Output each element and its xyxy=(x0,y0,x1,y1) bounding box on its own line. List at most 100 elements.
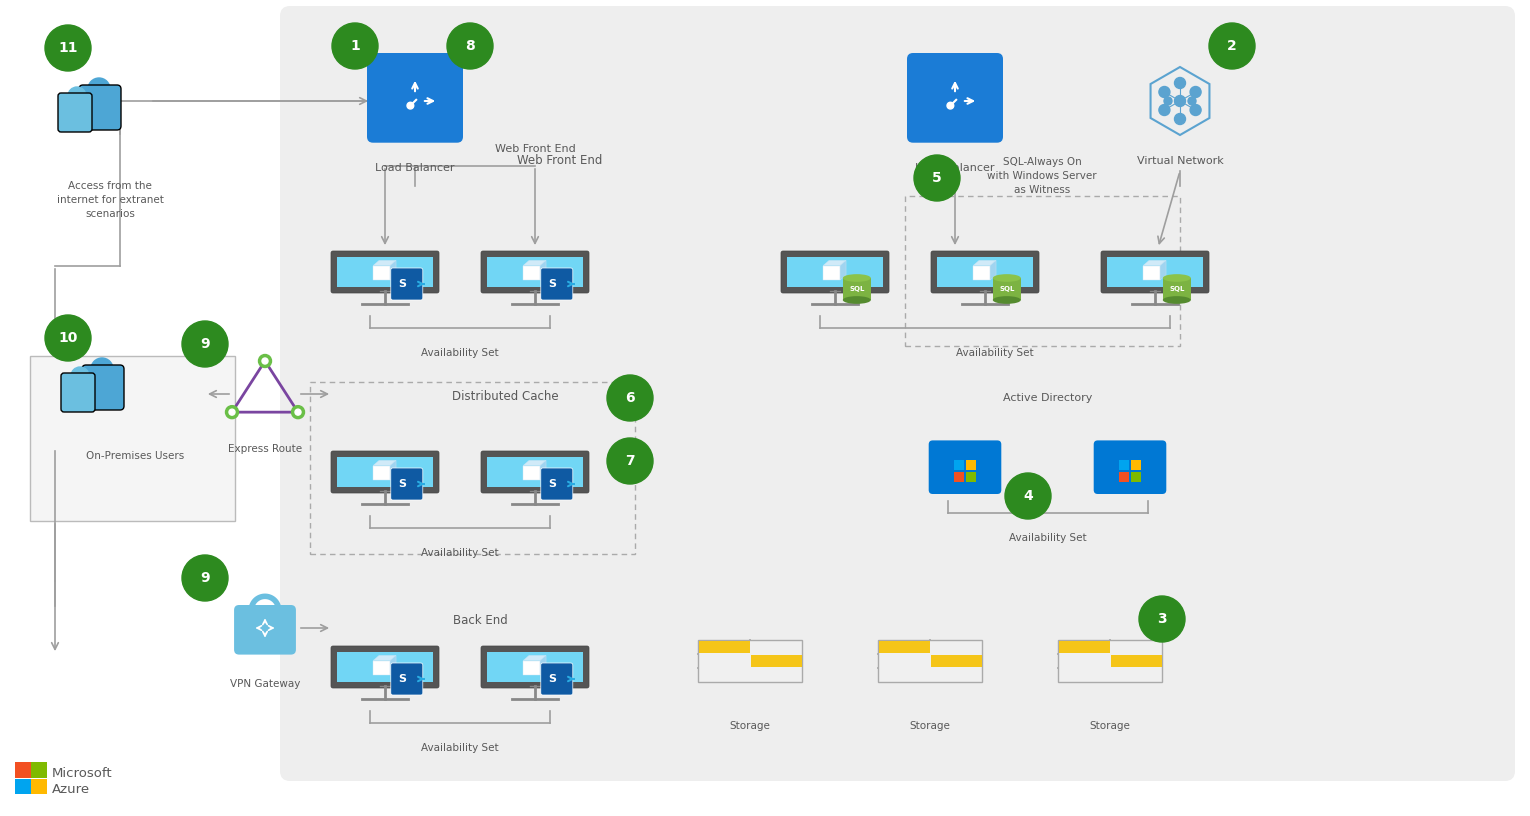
Text: 9: 9 xyxy=(200,337,210,351)
FancyBboxPatch shape xyxy=(780,251,889,293)
FancyBboxPatch shape xyxy=(907,53,1004,143)
FancyBboxPatch shape xyxy=(83,365,124,410)
Circle shape xyxy=(913,155,959,201)
Text: 6: 6 xyxy=(626,391,635,405)
Bar xyxy=(973,265,990,280)
Bar xyxy=(15,778,31,794)
Circle shape xyxy=(1138,596,1186,642)
Bar xyxy=(523,466,540,480)
Text: On-Premises Users: On-Premises Users xyxy=(86,451,184,461)
Circle shape xyxy=(182,321,228,367)
Text: 4: 4 xyxy=(1024,489,1033,503)
Text: Azure: Azure xyxy=(52,783,90,796)
Circle shape xyxy=(44,315,90,361)
FancyBboxPatch shape xyxy=(540,468,572,500)
FancyBboxPatch shape xyxy=(929,441,1001,494)
Bar xyxy=(953,459,964,470)
Circle shape xyxy=(1190,104,1201,116)
Bar xyxy=(1059,641,1109,653)
Bar xyxy=(15,762,31,778)
Bar xyxy=(967,472,976,482)
Text: Access from the
internet for extranet
scenarios: Access from the internet for extranet sc… xyxy=(57,181,164,219)
Circle shape xyxy=(89,78,110,100)
Text: SQL: SQL xyxy=(1169,286,1184,292)
Bar xyxy=(523,660,540,675)
Bar xyxy=(930,655,982,667)
Bar xyxy=(953,472,964,482)
Bar xyxy=(1131,459,1141,470)
Text: 9: 9 xyxy=(200,571,210,585)
Circle shape xyxy=(295,409,301,415)
Bar xyxy=(1108,257,1203,287)
Circle shape xyxy=(44,25,90,71)
Polygon shape xyxy=(1143,260,1166,265)
Circle shape xyxy=(67,87,86,105)
Ellipse shape xyxy=(1163,296,1190,304)
Bar xyxy=(699,641,750,653)
Text: 7: 7 xyxy=(626,454,635,468)
Bar xyxy=(1163,278,1190,300)
Circle shape xyxy=(447,23,493,69)
Polygon shape xyxy=(840,260,846,280)
Text: 10: 10 xyxy=(58,331,78,345)
Circle shape xyxy=(225,406,239,419)
Ellipse shape xyxy=(993,296,1021,304)
Circle shape xyxy=(1175,95,1186,107)
Circle shape xyxy=(1187,97,1196,105)
Text: Active Directory: Active Directory xyxy=(1004,393,1092,403)
Text: Availability Set: Availability Set xyxy=(421,548,499,558)
Bar xyxy=(1059,640,1161,682)
Text: S: S xyxy=(548,279,555,289)
Bar xyxy=(1143,265,1160,280)
Polygon shape xyxy=(540,460,546,480)
Circle shape xyxy=(1175,113,1186,125)
Polygon shape xyxy=(390,460,396,480)
Bar xyxy=(1118,459,1129,470)
Polygon shape xyxy=(373,260,396,265)
Bar xyxy=(311,382,635,554)
Polygon shape xyxy=(973,260,996,265)
Bar xyxy=(31,356,236,521)
Text: Web Front End: Web Front End xyxy=(494,144,575,154)
Bar xyxy=(993,278,1021,300)
Bar xyxy=(523,265,540,280)
Bar xyxy=(337,457,433,487)
Bar xyxy=(1131,472,1141,482)
Text: 1: 1 xyxy=(350,39,360,53)
FancyBboxPatch shape xyxy=(540,663,572,695)
Bar xyxy=(906,196,1180,346)
Bar xyxy=(936,257,1033,287)
Circle shape xyxy=(332,23,378,69)
Bar xyxy=(31,778,47,794)
Text: Storage: Storage xyxy=(730,721,771,731)
FancyBboxPatch shape xyxy=(234,605,295,654)
Circle shape xyxy=(1158,86,1170,97)
Text: SQL-Always On
with Windows Server
as Witness: SQL-Always On with Windows Server as Wit… xyxy=(987,157,1097,195)
Text: Virtual Network: Virtual Network xyxy=(1137,156,1224,166)
FancyBboxPatch shape xyxy=(330,251,439,293)
Bar xyxy=(880,641,930,653)
Circle shape xyxy=(1190,86,1201,97)
Bar xyxy=(698,640,802,682)
Bar xyxy=(31,762,47,778)
Circle shape xyxy=(262,358,268,364)
Text: 5: 5 xyxy=(932,171,942,185)
Bar xyxy=(1111,655,1161,667)
Text: Microsoft: Microsoft xyxy=(52,767,113,780)
Text: Web Front End: Web Front End xyxy=(517,154,603,167)
Ellipse shape xyxy=(843,274,871,282)
FancyBboxPatch shape xyxy=(480,646,589,688)
Polygon shape xyxy=(523,655,546,660)
Text: Distributed Cache: Distributed Cache xyxy=(451,389,558,402)
Text: Load Balancer: Load Balancer xyxy=(375,163,454,173)
Text: 2: 2 xyxy=(1227,39,1236,53)
Text: VPN Gateway: VPN Gateway xyxy=(230,679,300,689)
Text: 3: 3 xyxy=(1157,612,1167,626)
Text: Storage: Storage xyxy=(1089,721,1131,731)
FancyBboxPatch shape xyxy=(330,451,439,493)
FancyBboxPatch shape xyxy=(80,85,121,130)
Text: S: S xyxy=(398,674,405,684)
Ellipse shape xyxy=(993,274,1021,282)
Polygon shape xyxy=(540,260,546,280)
Bar xyxy=(373,466,390,480)
